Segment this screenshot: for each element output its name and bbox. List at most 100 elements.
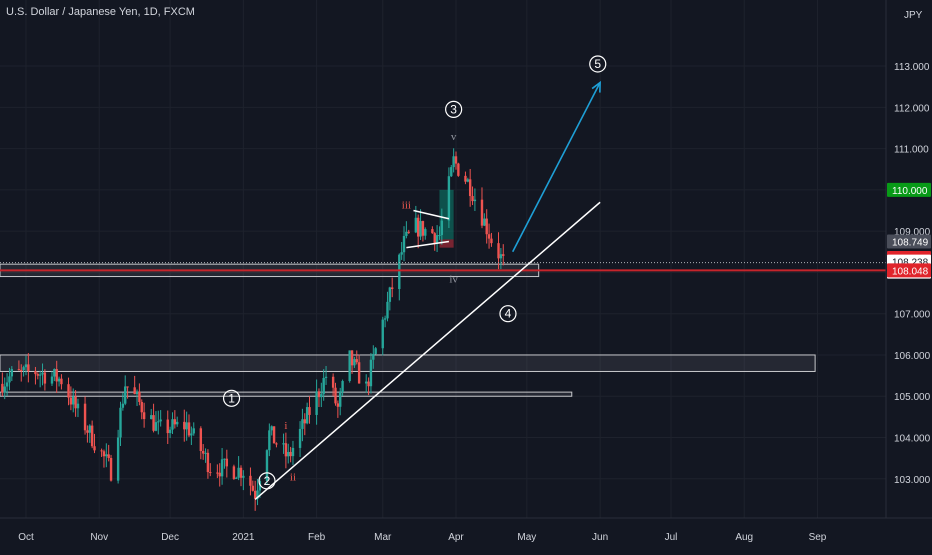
candle-body	[237, 467, 240, 478]
candle-body	[150, 415, 153, 420]
candle-body	[173, 419, 177, 425]
candle-body	[383, 318, 387, 320]
time-tick-label: May	[517, 532, 536, 543]
candle-body	[60, 378, 63, 385]
candle-body	[36, 374, 40, 376]
candle-body	[336, 403, 340, 407]
candle-body	[391, 287, 394, 290]
candle-body	[109, 457, 113, 481]
candle-body	[438, 235, 441, 237]
candle-body	[107, 454, 110, 458]
candle-body	[204, 452, 207, 454]
candle-body	[74, 396, 77, 409]
candle-body	[256, 490, 259, 499]
wave-label-circle	[499, 305, 517, 323]
wave-label-2: 2	[264, 474, 271, 488]
wave-label-5: 5	[594, 57, 601, 71]
triangle-line	[413, 209, 450, 220]
candle-body	[400, 252, 403, 255]
trendline	[254, 201, 601, 500]
candle-body	[341, 381, 344, 393]
wave-label-circle	[445, 100, 463, 118]
price-tag-value: 108.048	[892, 266, 929, 277]
candle-body	[232, 466, 236, 479]
currency-label: JPY	[904, 10, 923, 21]
candle-body	[17, 369, 21, 371]
candle-body	[67, 384, 70, 398]
wave-label-circle	[222, 389, 241, 407]
candle-body	[282, 443, 285, 445]
candle-body	[8, 376, 11, 383]
projection-arrowhead	[591, 80, 601, 93]
candle-body	[315, 391, 318, 415]
candle-body	[301, 419, 304, 429]
candle-body	[5, 382, 9, 387]
candle-body	[38, 374, 42, 376]
candle-body	[433, 233, 436, 244]
candle-body	[253, 490, 257, 499]
candle-body	[166, 419, 169, 434]
price-tag	[887, 234, 931, 249]
candle-body	[339, 392, 342, 407]
candle-body	[27, 364, 30, 372]
candle-body	[90, 425, 94, 447]
candle-body	[100, 450, 103, 452]
candle-body	[76, 403, 80, 409]
candle-body	[365, 381, 368, 384]
price-tick-label: 107.000	[894, 310, 931, 321]
wave-label-1: 1	[228, 391, 235, 405]
candle-body	[497, 243, 500, 259]
candle-body	[350, 350, 354, 366]
candle-body	[468, 179, 472, 197]
zone-rect	[0, 391, 573, 397]
candle-body	[289, 451, 292, 457]
candle-body	[424, 229, 427, 236]
candle-body	[450, 167, 453, 177]
candle-body	[55, 369, 58, 382]
candle-body	[124, 386, 127, 404]
candle-body	[86, 430, 89, 433]
candle-body	[168, 429, 172, 434]
candle-body	[405, 231, 408, 236]
candle-body	[22, 367, 25, 371]
candle-body	[473, 199, 477, 202]
candle-body	[258, 481, 262, 491]
subwave-label-iii: iii	[402, 199, 411, 211]
price-tick-label: 104.000	[894, 434, 931, 445]
candle-body	[199, 428, 203, 451]
zone-rect	[0, 354, 816, 372]
candle-body	[374, 348, 377, 354]
candle-body	[388, 287, 392, 302]
candle-body	[126, 386, 129, 388]
candle-body	[381, 319, 384, 349]
candle-body	[421, 221, 425, 236]
candle-body	[502, 254, 505, 256]
candle-body	[72, 396, 75, 405]
candle-body	[206, 452, 210, 473]
candle-body	[457, 163, 460, 176]
candle-body	[251, 485, 255, 491]
candle-body	[140, 401, 143, 413]
price-tag-value: 108.749	[892, 237, 929, 248]
candle-body	[398, 254, 401, 290]
candle-body	[220, 459, 224, 477]
candle-body	[83, 403, 87, 431]
projection-arrow	[511, 82, 601, 253]
candle-body	[105, 454, 108, 457]
candle-body	[270, 426, 273, 431]
price-tick-label: 103.000	[894, 475, 931, 486]
candle-body	[133, 387, 136, 395]
candle-body	[176, 421, 179, 425]
time-tick-label: Feb	[308, 532, 326, 543]
candle-body	[334, 387, 337, 404]
subwave-label-i: i	[284, 420, 287, 432]
candle-body	[284, 443, 288, 457]
candle-body	[348, 350, 351, 382]
time-tick-label: Oct	[18, 532, 34, 543]
candle-body	[119, 407, 122, 438]
candle-body	[53, 369, 56, 377]
candle-body	[69, 397, 73, 405]
candle-body	[116, 437, 120, 481]
